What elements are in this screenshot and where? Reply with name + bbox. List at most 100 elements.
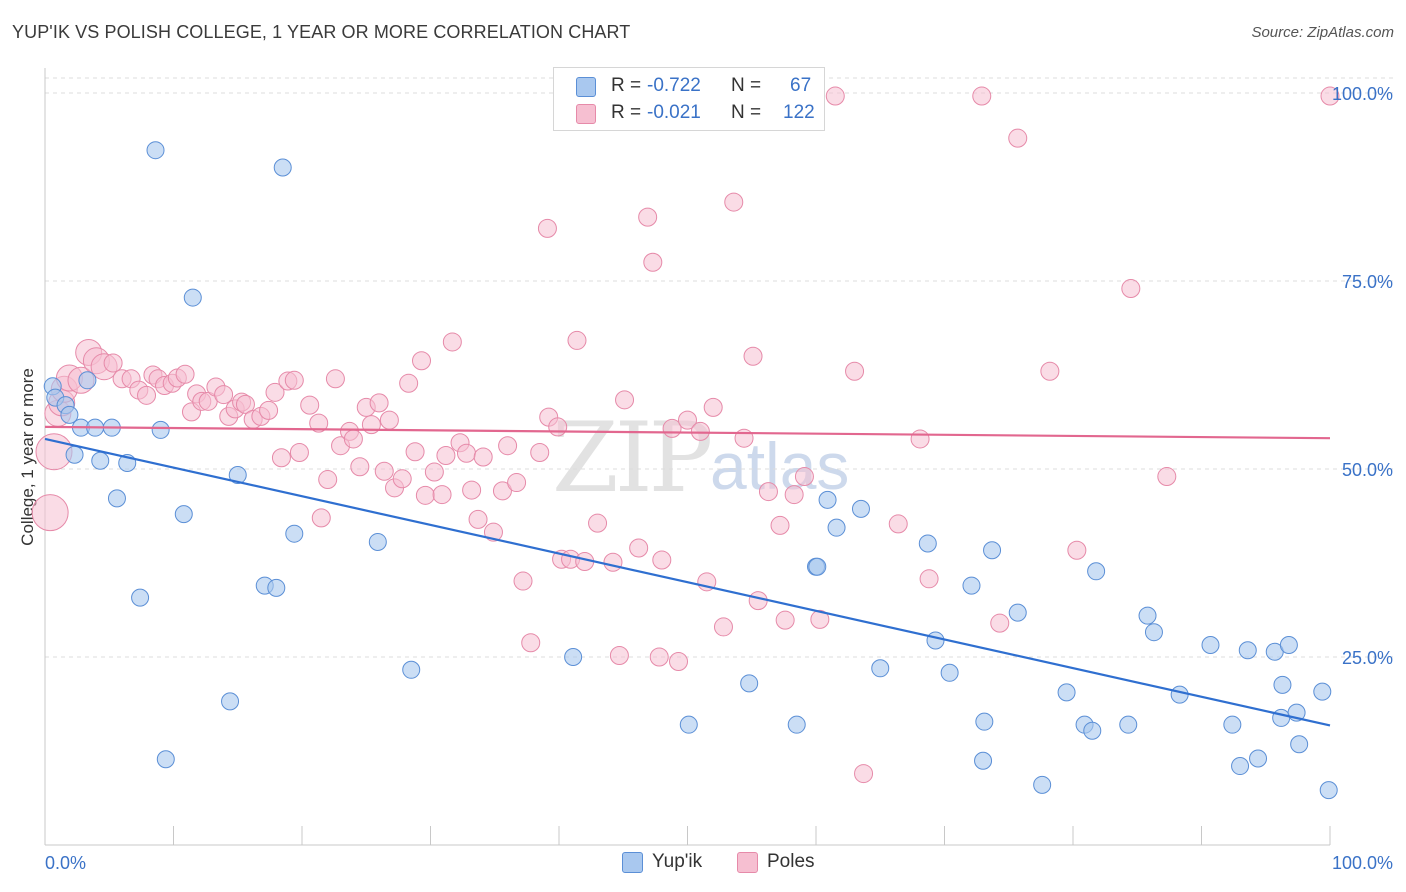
- point-yupik: [228, 466, 247, 485]
- point-poles: [1067, 540, 1087, 560]
- point-yupik: [1223, 715, 1242, 734]
- point-yupik: [1319, 781, 1338, 800]
- point-poles: [235, 394, 255, 414]
- yupik-n-value: 67: [790, 75, 812, 96]
- series-yupik-points: [43, 141, 1338, 800]
- point-poles: [456, 443, 476, 463]
- point-poles: [289, 442, 309, 462]
- point-yupik: [1033, 775, 1052, 794]
- point-poles: [498, 436, 518, 456]
- point-poles: [713, 617, 733, 637]
- point-yupik: [1279, 635, 1298, 654]
- yupik-r-label: R =: [611, 75, 642, 96]
- y-tick-label: 75.0%: [1342, 272, 1393, 292]
- point-yupik: [107, 489, 126, 508]
- point-yupik: [983, 541, 1002, 560]
- point-poles: [513, 571, 533, 591]
- point-poles: [271, 448, 291, 468]
- point-poles: [537, 218, 557, 238]
- point-poles: [919, 569, 939, 589]
- point-poles: [548, 417, 568, 437]
- point-yupik: [183, 288, 202, 307]
- point-poles: [629, 538, 649, 558]
- point-yupik: [1008, 603, 1027, 622]
- point-yupik: [1119, 715, 1138, 734]
- point-poles: [259, 400, 279, 420]
- point-yupik: [91, 451, 110, 470]
- point-poles: [300, 395, 320, 415]
- point-poles: [369, 393, 389, 413]
- point-poles: [318, 470, 338, 490]
- point-poles: [468, 509, 488, 529]
- point-yupik: [564, 648, 583, 667]
- point-yupik: [974, 751, 993, 770]
- source-label: Source: ZipAtlas.com: [1251, 24, 1394, 41]
- point-yupik: [174, 505, 193, 524]
- y-tick-label: 25.0%: [1342, 648, 1393, 668]
- point-yupik: [975, 712, 994, 731]
- point-yupik: [78, 371, 97, 390]
- point-poles: [784, 485, 804, 505]
- point-yupik: [1170, 685, 1189, 704]
- point-yupik: [273, 158, 292, 177]
- point-yupik: [740, 674, 759, 693]
- point-yupik: [1144, 623, 1163, 642]
- point-poles: [399, 373, 419, 393]
- point-poles: [483, 522, 503, 542]
- legend-item-yupik: Yup'ik: [622, 851, 702, 873]
- point-yupik: [1057, 683, 1076, 702]
- point-yupik: [1273, 675, 1292, 694]
- point-poles: [1320, 86, 1340, 106]
- point-yupik: [1272, 708, 1291, 727]
- point-poles: [990, 613, 1010, 633]
- point-poles: [31, 494, 69, 532]
- trend-lines: [44, 425, 1331, 727]
- point-poles: [690, 421, 710, 441]
- point-yupik: [808, 557, 827, 576]
- x-tick-label: 0.0%: [45, 853, 86, 873]
- point-poles: [442, 332, 462, 352]
- poles-r-label: R =: [611, 102, 642, 123]
- point-yupik: [60, 405, 79, 424]
- legend-poles-label: Poles: [767, 851, 815, 872]
- point-poles: [492, 481, 512, 501]
- poles-r-value: -0.021: [647, 102, 701, 123]
- point-poles: [325, 369, 345, 389]
- point-poles: [743, 346, 763, 366]
- point-poles: [775, 610, 795, 630]
- point-poles: [284, 370, 304, 390]
- point-poles: [649, 647, 669, 667]
- tick-labels: 25.0% 50.0% 75.0% 100.0% 0.0% 100.0%: [45, 84, 1393, 873]
- poles-n-label: N =: [731, 102, 762, 123]
- point-poles: [311, 508, 331, 528]
- point-poles: [615, 390, 635, 410]
- point-poles: [137, 385, 157, 405]
- point-poles: [669, 652, 689, 672]
- point-poles: [748, 591, 768, 611]
- point-yupik: [1087, 562, 1106, 581]
- point-poles: [703, 397, 723, 417]
- point-yupik: [65, 445, 84, 464]
- point-poles: [103, 353, 123, 373]
- point-poles: [507, 473, 527, 493]
- yupik-n-label: N =: [731, 75, 762, 96]
- point-yupik: [285, 524, 304, 543]
- trend-line-poles: [44, 425, 1331, 440]
- point-yupik: [156, 750, 175, 769]
- point-yupik: [151, 420, 170, 439]
- point-poles: [343, 429, 363, 449]
- point-poles: [473, 447, 493, 467]
- point-poles: [810, 609, 830, 629]
- point-yupik: [131, 588, 150, 607]
- point-yupik: [1201, 635, 1220, 654]
- point-poles: [854, 764, 874, 784]
- point-poles: [309, 413, 329, 433]
- point-poles: [825, 86, 845, 106]
- point-poles: [643, 252, 663, 272]
- point-yupik: [221, 692, 240, 711]
- point-yupik: [787, 715, 806, 734]
- point-poles: [1157, 467, 1177, 487]
- point-poles: [379, 410, 399, 430]
- legend-poles-swatch: [737, 851, 758, 873]
